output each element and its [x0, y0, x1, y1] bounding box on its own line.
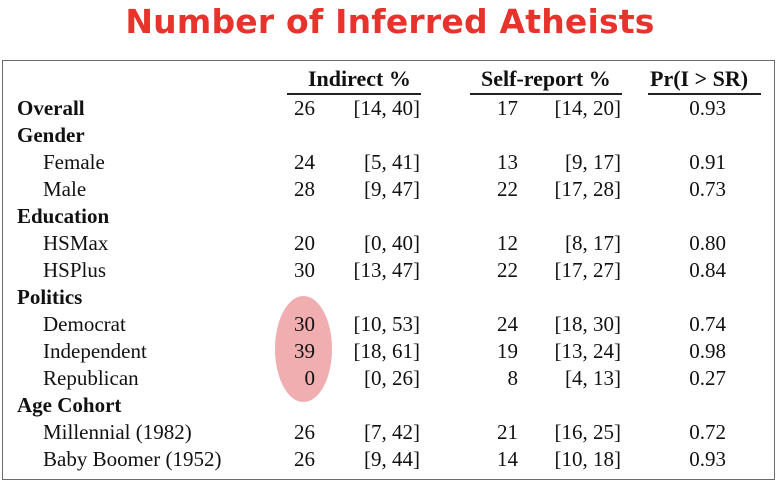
group-label: Education	[17, 204, 110, 228]
page-title: Number of Inferred Atheists	[125, 2, 655, 41]
self-report-value: 14	[497, 447, 518, 471]
indirect-interval: [14, 40]	[353, 96, 421, 120]
group-label: Overall	[17, 96, 85, 120]
indirect-value: 28	[294, 177, 315, 201]
probability-value: 0.74	[689, 312, 726, 336]
header-rule-indirect	[287, 93, 421, 95]
table-row: Democrat 30 [10, 53] 24 [18, 30] 0.74	[0, 312, 780, 339]
self-report-value: 12	[497, 231, 518, 255]
probability-value: 0.73	[689, 177, 726, 201]
indirect-interval: [13, 47]	[353, 258, 421, 282]
row-label: Republican	[43, 366, 139, 390]
self-report-interval: [8, 17]	[565, 231, 621, 255]
self-report-value: 22	[497, 258, 518, 282]
indirect-value: 26	[294, 447, 315, 471]
header-indirect: Indirect %	[308, 66, 411, 91]
probability-value: 0.93	[689, 447, 726, 471]
row-label: Baby Boomer (1952)	[43, 447, 222, 471]
self-report-value: 19	[497, 339, 518, 363]
indirect-value: 0	[304, 366, 316, 390]
self-report-interval: [17, 27]	[554, 258, 622, 282]
self-report-value: 13	[497, 150, 518, 174]
self-report-value: 21	[497, 420, 518, 444]
group-label: Age Cohort	[17, 393, 122, 417]
self-report-interval: [14, 20]	[554, 96, 622, 120]
self-report-value: 24	[497, 312, 518, 336]
table-row: Overall 26 [14, 40] 17 [14, 20] 0.93	[0, 96, 780, 123]
table-row: Baby Boomer (1952) 26 [9, 44] 14 [10, 18] 0.9…	[0, 447, 780, 474]
indirect-interval: [0, 26]	[364, 366, 420, 390]
indirect-interval: [9, 47]	[364, 177, 420, 201]
indirect-interval: [0, 40]	[364, 231, 420, 255]
table-row: Female 24 [5, 41] 13 [9, 17] 0.91	[0, 150, 780, 177]
politics-highlight	[275, 296, 332, 402]
indirect-value: 20	[294, 231, 315, 255]
indirect-interval: [7, 42]	[364, 420, 420, 444]
group-label: Gender	[17, 123, 85, 147]
indirect-value: 30	[294, 312, 315, 336]
probability-value: 0.84	[689, 258, 726, 282]
self-report-interval: [17, 28]	[554, 177, 622, 201]
indirect-value: 26	[294, 420, 315, 444]
table-row: Male 28 [9, 47] 22 [17, 28] 0.73	[0, 177, 780, 204]
table-row: Millennial (1982) 26 [7, 42] 21 [16, 25] 0.72	[0, 420, 780, 447]
indirect-value: 24	[294, 150, 315, 174]
row-label: Democrat	[43, 312, 126, 336]
self-report-interval: [9, 17]	[565, 150, 621, 174]
row-label: HSMax	[43, 231, 109, 255]
self-report-interval: [18, 30]	[554, 312, 622, 336]
header-probability: Pr(I > SR)	[650, 66, 749, 91]
table-row: Politics	[0, 285, 780, 312]
indirect-interval: [18, 61]	[353, 339, 421, 363]
row-label: Independent	[43, 339, 147, 363]
table-row: Gender	[0, 123, 780, 150]
probability-value: 0.80	[689, 231, 726, 255]
self-report-interval: [4, 13]	[565, 366, 621, 390]
table-row: HSMax 20 [0, 40] 12 [8, 17] 0.80	[0, 231, 780, 258]
probability-value: 0.91	[689, 150, 726, 174]
probability-value: 0.72	[689, 420, 726, 444]
self-report-value: 17	[497, 96, 518, 120]
table-row: Independent 39 [18, 61] 19 [13, 24] 0.98	[0, 339, 780, 366]
probability-value: 0.98	[689, 339, 726, 363]
indirect-value: 26	[294, 96, 315, 120]
header-self-report: Self-report %	[481, 66, 611, 91]
self-report-value: 22	[497, 177, 518, 201]
indirect-interval: [5, 41]	[364, 150, 420, 174]
table-frame	[2, 60, 775, 480]
probability-value: 0.27	[689, 366, 726, 390]
indirect-interval: [9, 44]	[364, 447, 420, 471]
self-report-value: 8	[507, 366, 519, 390]
row-label: Male	[43, 177, 87, 201]
self-report-interval: [16, 25]	[554, 420, 622, 444]
self-report-interval: [13, 24]	[554, 339, 622, 363]
self-report-interval: [10, 18]	[554, 447, 622, 471]
table-row: Education	[0, 204, 780, 231]
probability-value: 0.93	[689, 96, 726, 120]
indirect-value: 30	[294, 258, 315, 282]
table-row: HSPlus 30 [13, 47] 22 [17, 27] 0.84	[0, 258, 780, 285]
table-row: Age Cohort	[0, 393, 780, 420]
table-row: Republican 0 [0, 26] 8 [4, 13] 0.27	[0, 366, 780, 393]
header-rule-self-report	[470, 93, 622, 95]
indirect-interval: [10, 53]	[353, 312, 421, 336]
row-label: Millennial (1982)	[43, 420, 192, 444]
header-rule-probability	[648, 93, 761, 95]
indirect-value: 39	[294, 339, 315, 363]
row-label: HSPlus	[43, 258, 107, 282]
group-label: Politics	[17, 285, 83, 309]
row-label: Female	[43, 150, 105, 174]
